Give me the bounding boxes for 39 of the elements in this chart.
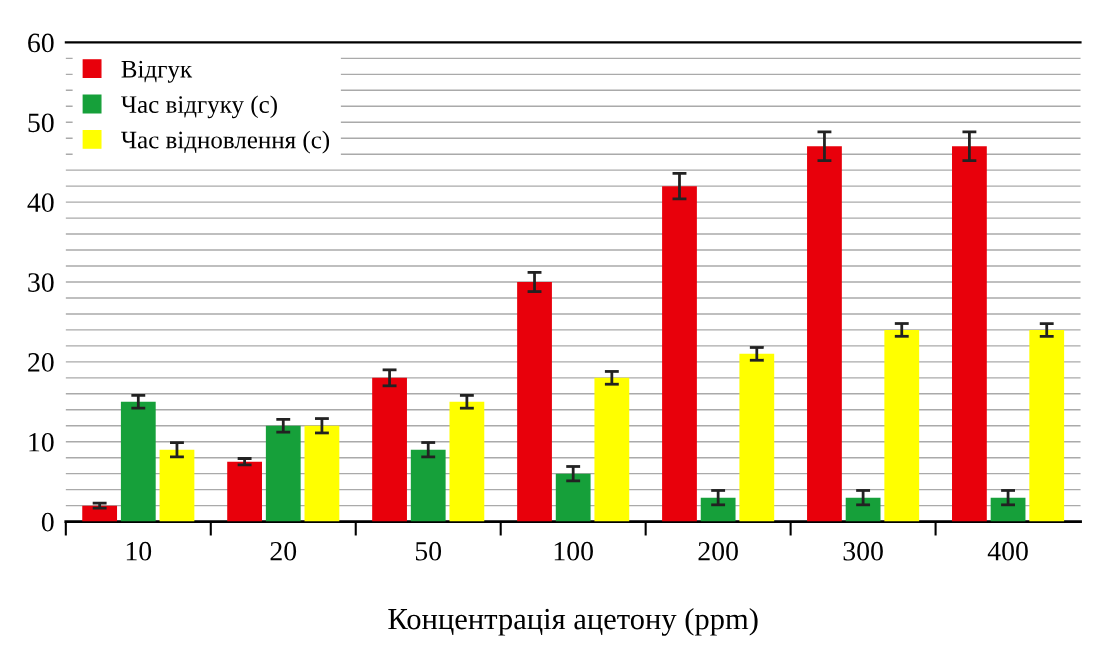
bar <box>227 461 262 522</box>
bar <box>372 377 407 522</box>
bar <box>594 377 630 522</box>
bar <box>952 146 987 522</box>
y-tick-label: 50 <box>28 113 54 133</box>
bar <box>1029 329 1065 522</box>
legend-label: Час відновлення (с) <box>121 130 330 154</box>
bar <box>807 146 842 522</box>
x-tick-label: 10 <box>126 541 152 561</box>
bar <box>82 505 118 522</box>
y-tick-label: 60 <box>28 33 54 53</box>
bar <box>120 401 156 522</box>
x-tick-label: 50 <box>415 541 442 561</box>
y-tick-label: 0 <box>41 512 54 532</box>
legend-label: Відгук <box>121 60 193 83</box>
y-tick-label: 30 <box>28 273 54 292</box>
x-tick-label: 400 <box>987 541 1028 561</box>
bar <box>990 497 1026 522</box>
y-tick-label: 10 <box>29 432 54 452</box>
bar <box>884 329 920 522</box>
x-tick-label: 200 <box>698 541 738 561</box>
x-tick-label: 20 <box>270 541 297 561</box>
bar <box>449 401 485 522</box>
bar <box>555 473 591 522</box>
x-axis-title: Концентрація ацетону (ppm) <box>388 607 758 636</box>
y-tick-label: 20 <box>28 353 54 372</box>
bar <box>410 449 446 522</box>
bar <box>159 449 195 522</box>
x-tick-label: 100 <box>554 541 593 561</box>
bar <box>662 186 697 522</box>
bar <box>845 497 881 522</box>
bar <box>700 497 736 522</box>
bar <box>265 425 301 522</box>
legend-label: Час відгуку (с) <box>121 95 277 119</box>
bar <box>517 281 552 522</box>
y-tick-label: 40 <box>27 193 54 213</box>
bar <box>739 353 775 522</box>
bar <box>304 425 340 522</box>
x-tick-label: 300 <box>843 541 883 561</box>
